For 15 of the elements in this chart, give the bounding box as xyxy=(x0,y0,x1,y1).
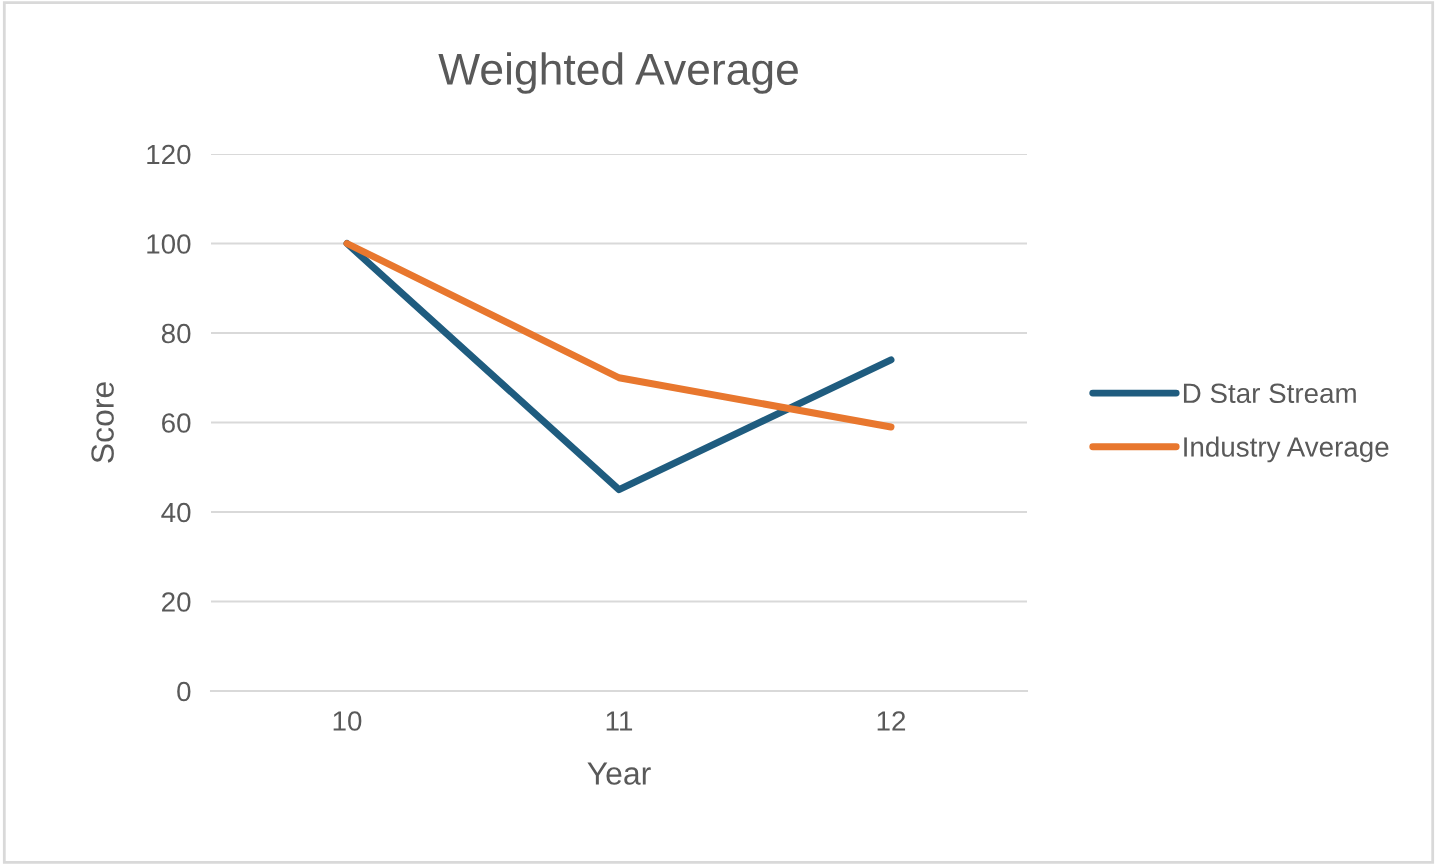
y-tick-label: 100 xyxy=(147,234,191,254)
y-tick-label: 120 xyxy=(147,144,191,165)
x-tick-label: 10 xyxy=(333,711,362,731)
legend-label: Industry Average xyxy=(1184,436,1389,463)
y-tick-label: 40 xyxy=(161,502,191,523)
y-tick-label: 0 xyxy=(177,681,191,702)
x-axis-title: Year xyxy=(587,762,651,785)
y-tick-label: 60 xyxy=(162,413,191,433)
chart-title: Weighted Average xyxy=(438,52,798,94)
y-tick-label: 80 xyxy=(161,323,191,344)
y-axis-title: Score xyxy=(91,382,114,463)
x-tick-label: 12 xyxy=(877,711,906,731)
legend-label: D Star Stream xyxy=(1183,383,1356,404)
y-tick-label: 20 xyxy=(162,592,191,612)
x-tick-label: 11 xyxy=(606,711,633,731)
